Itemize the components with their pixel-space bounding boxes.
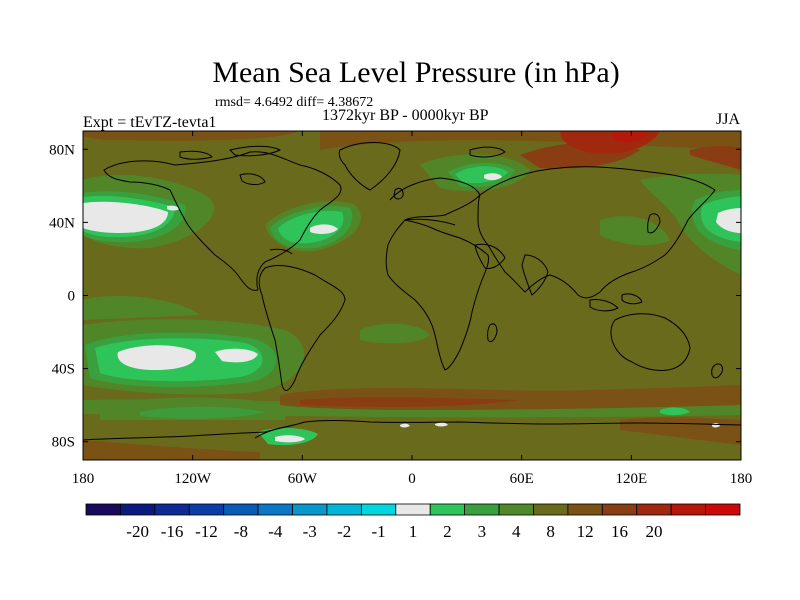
colorbar-label: 4: [512, 522, 521, 541]
colorbar-label: 16: [611, 522, 628, 541]
colorbar-swatch: [705, 503, 741, 516]
colorbar-label: -3: [303, 522, 317, 541]
neutral-cores: [83, 173, 741, 443]
coastlines: [83, 142, 741, 441]
colorbar-label: -4: [268, 522, 283, 541]
colorbar-label: 3: [478, 522, 487, 541]
colorbar-swatch: [257, 503, 293, 516]
colorbar-swatch: [223, 503, 259, 516]
x-tick-label: 60E: [510, 471, 534, 487]
y-tick-label: 80N: [49, 142, 75, 158]
y-tick-label: 80S: [52, 435, 75, 451]
colorbar-swatch: [567, 503, 603, 516]
colorbar-swatch: [636, 503, 672, 516]
colorbar-label: -1: [371, 522, 385, 541]
y-tick-label: 40S: [52, 362, 75, 378]
x-tick-label: 120E: [615, 471, 647, 487]
colorbar-label: -2: [337, 522, 351, 541]
colorbar-swatch: [601, 503, 638, 516]
colorbar-label: -12: [195, 522, 218, 541]
colorbar-swatch: [360, 503, 397, 516]
colorbar-swatch: [498, 503, 534, 516]
x-tick-label: 60W: [288, 471, 318, 487]
plot-title: Mean Sea Level Pressure (in hPa): [212, 56, 620, 89]
colorbar-label: 2: [443, 522, 452, 541]
colorbar-swatch: [670, 503, 706, 516]
y-tick-label: 40N: [49, 215, 75, 231]
season-label: JJA: [716, 111, 741, 128]
rmsd-diff-stats: rmsd= 4.6492 diff= 4.38672: [215, 95, 374, 110]
colorbar-swatch: [154, 503, 190, 516]
colorbar-swatch: [464, 503, 500, 516]
colorbar: -20 -16 -12 -8 -4 -3 -2 -1 1 2 3 4 8 12 16 20: [85, 503, 741, 541]
colorbar-swatch: [326, 503, 362, 516]
colorbar-swatch: [85, 503, 121, 516]
colorbar-label: -20: [126, 522, 149, 541]
colorbar-label: -16: [161, 522, 184, 541]
experiment-label: Expt = tEvTZ-tevta1: [83, 114, 217, 131]
colorbar-swatch: [395, 503, 431, 516]
x-tick-label: 180: [72, 471, 95, 487]
x-tick-label: 180: [730, 471, 753, 487]
y-tick-label: 0: [68, 289, 76, 305]
colorbar-label: 1: [409, 522, 418, 541]
x-axis: 180 120W 60W 0 60E 120E 180: [72, 131, 753, 487]
colorbar-swatch: [429, 503, 466, 516]
colorbar-label: 12: [577, 522, 594, 541]
colorbar-label: 20: [645, 522, 662, 541]
high-positive-zones: [83, 131, 741, 460]
x-tick-label: 120W: [174, 471, 212, 487]
colorbar-swatch: [292, 503, 328, 516]
period-label: 1372kyr BP - 0000kyr BP: [322, 107, 489, 124]
colorbar-swatch: [188, 503, 225, 516]
colorbar-swatch: [120, 503, 156, 516]
map-panel: [83, 131, 741, 460]
colorbar-label: -8: [234, 522, 248, 541]
x-tick-label: 0: [408, 471, 416, 487]
colorbar-swatch: [533, 503, 569, 516]
colorbar-label: 8: [546, 522, 555, 541]
y-axis: 80N 40N 0 40S 80S: [49, 142, 741, 451]
